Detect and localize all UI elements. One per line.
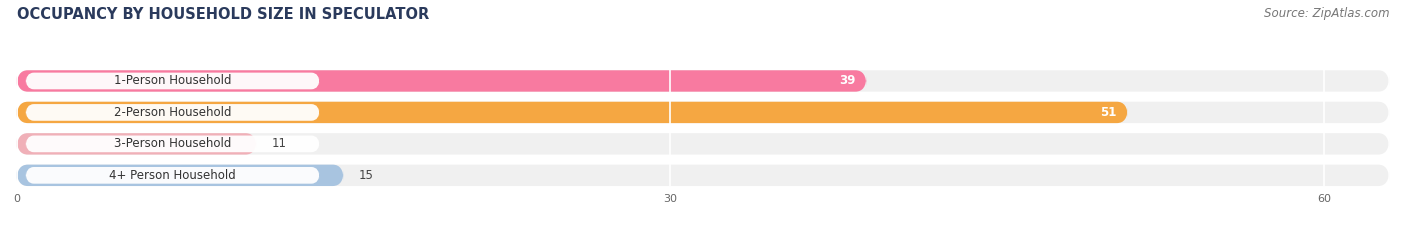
- FancyBboxPatch shape: [17, 102, 1389, 123]
- FancyBboxPatch shape: [17, 133, 256, 154]
- Text: 3-Person Household: 3-Person Household: [114, 137, 232, 150]
- Text: Source: ZipAtlas.com: Source: ZipAtlas.com: [1264, 7, 1389, 20]
- FancyBboxPatch shape: [25, 73, 319, 89]
- Text: 15: 15: [359, 169, 374, 182]
- Text: OCCUPANCY BY HOUSEHOLD SIZE IN SPECULATOR: OCCUPANCY BY HOUSEHOLD SIZE IN SPECULATO…: [17, 7, 429, 22]
- Text: 2-Person Household: 2-Person Household: [114, 106, 232, 119]
- FancyBboxPatch shape: [17, 70, 1389, 92]
- FancyBboxPatch shape: [17, 165, 343, 186]
- Text: 11: 11: [271, 137, 287, 150]
- FancyBboxPatch shape: [17, 133, 1389, 154]
- FancyBboxPatch shape: [25, 104, 319, 121]
- FancyBboxPatch shape: [25, 136, 319, 152]
- FancyBboxPatch shape: [25, 167, 319, 184]
- Text: 39: 39: [839, 75, 855, 87]
- Text: 4+ Person Household: 4+ Person Household: [110, 169, 236, 182]
- FancyBboxPatch shape: [17, 102, 1128, 123]
- FancyBboxPatch shape: [17, 70, 866, 92]
- FancyBboxPatch shape: [17, 165, 1389, 186]
- Text: 51: 51: [1101, 106, 1116, 119]
- Text: 1-Person Household: 1-Person Household: [114, 75, 232, 87]
